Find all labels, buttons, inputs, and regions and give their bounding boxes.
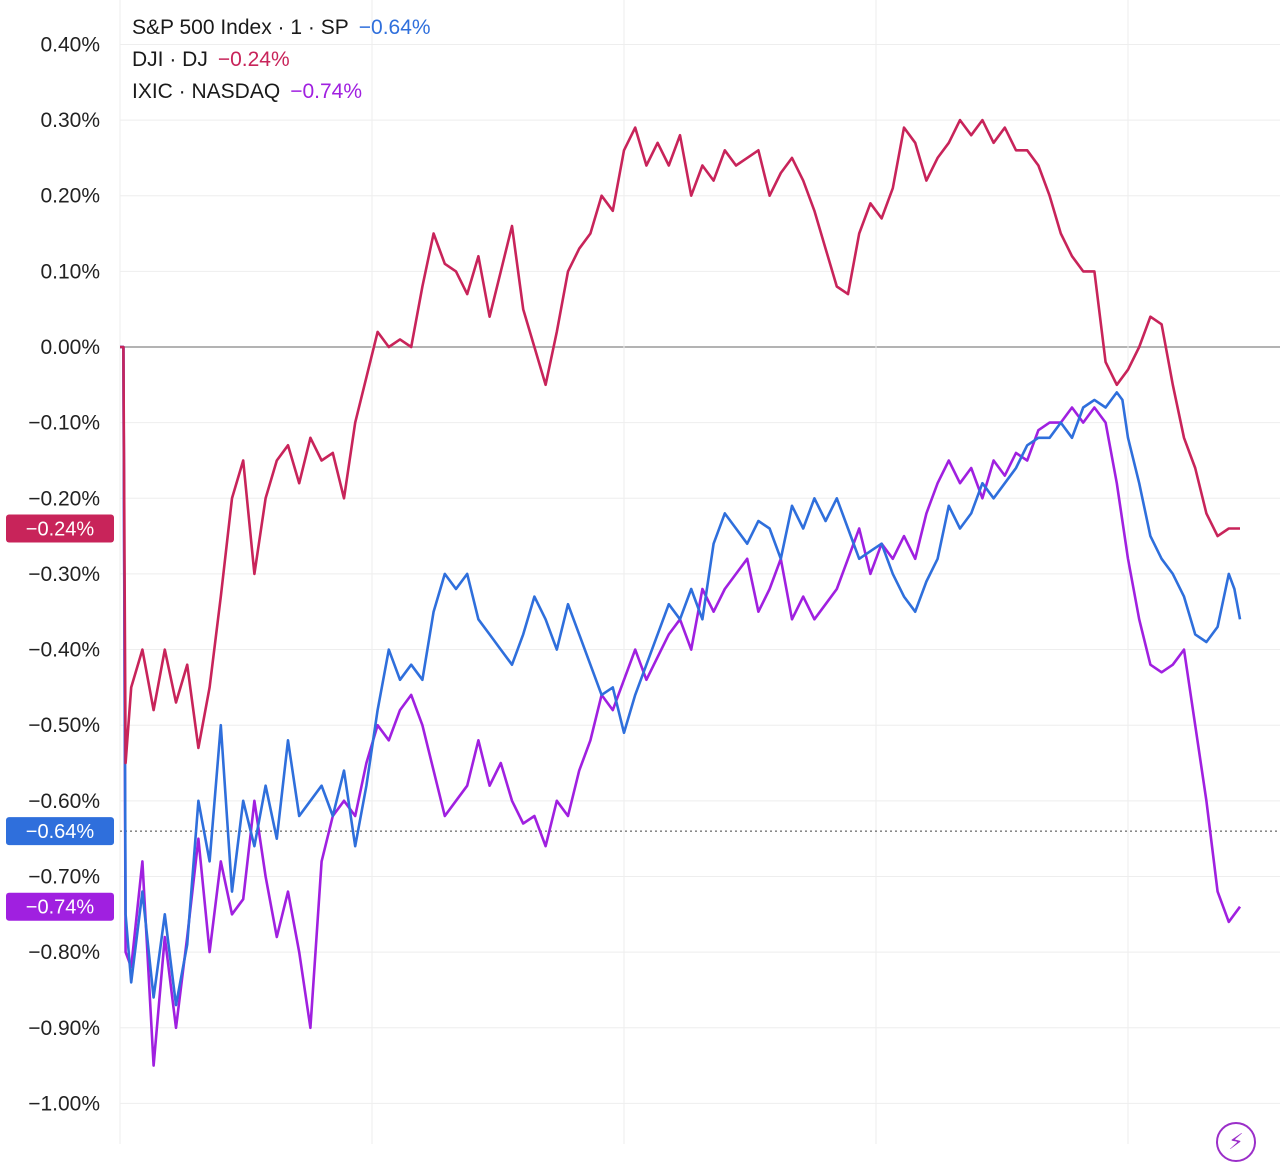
- badge-background: [6, 892, 114, 921]
- tick-layer: 0.40% 0.30% 0.20% 0.10% 0.00% −0.10% −0.20% −0.…: [28, 33, 100, 1115]
- y-tick-label: −0.40%: [28, 639, 100, 662]
- y-tick-label: −0.20%: [28, 487, 100, 510]
- badge-label: −0.74%: [26, 897, 95, 919]
- lightning-icon[interactable]: ⚡: [1216, 1122, 1256, 1162]
- legend-series-value: −0.64%: [358, 16, 431, 39]
- legend-series-name: S&P 500 Index · 1 · SP: [132, 16, 349, 39]
- y-tick-label: −1.00%: [28, 1092, 100, 1115]
- y-tick-label: 0.20%: [40, 185, 100, 208]
- y-tick-label: −0.80%: [28, 941, 100, 964]
- y-tick-label: 0.30%: [40, 109, 100, 132]
- chart-legend: S&P 500 Index · 1 · SP −0.64% DJI · DJ −0.…: [132, 12, 431, 108]
- y-tick-label: 0.10%: [40, 260, 100, 283]
- legend-entry-dji[interactable]: DJI · DJ −0.24%: [132, 44, 431, 76]
- badge-layer: −0.64% −0.24% −0.74%: [6, 514, 114, 921]
- y-tick-label: −0.50%: [28, 714, 100, 737]
- badge-background: [6, 514, 114, 543]
- y-tick-label: 0.00%: [40, 336, 100, 359]
- legend-series-name: IXIC · NASDAQ: [132, 80, 281, 103]
- series-layer: [120, 118, 1242, 1067]
- legend-entry-ixic[interactable]: IXIC · NASDAQ −0.74%: [132, 76, 431, 108]
- badge-sp500: −0.64%: [6, 817, 114, 846]
- y-tick-label: −0.30%: [28, 563, 100, 586]
- legend-series-name: DJI · DJ: [132, 48, 208, 71]
- y-tick-label: −0.70%: [28, 865, 100, 888]
- series-line-dji[interactable]: [120, 118, 1240, 765]
- badge-background: [6, 817, 114, 846]
- series-line-sp500[interactable]: [120, 345, 1242, 1007]
- legend-series-value: −0.74%: [290, 80, 363, 103]
- legend-entry-sp500[interactable]: S&P 500 Index · 1 · SP −0.64%: [132, 12, 431, 44]
- legend-series-value: −0.24%: [217, 48, 290, 71]
- y-tick-label: 0.40%: [40, 33, 100, 56]
- series-line-ixic[interactable]: [120, 345, 1242, 1067]
- y-tick-label: −0.90%: [28, 1017, 100, 1040]
- badge-label: −0.24%: [26, 519, 95, 541]
- badge-ixic: −0.74%: [6, 892, 114, 921]
- y-tick-label: −0.10%: [28, 412, 100, 435]
- badge-dji: −0.24%: [6, 514, 114, 543]
- y-tick-label: −0.60%: [28, 790, 100, 813]
- grid-layer: [119, 0, 1280, 1144]
- badge-label: −0.64%: [26, 821, 95, 843]
